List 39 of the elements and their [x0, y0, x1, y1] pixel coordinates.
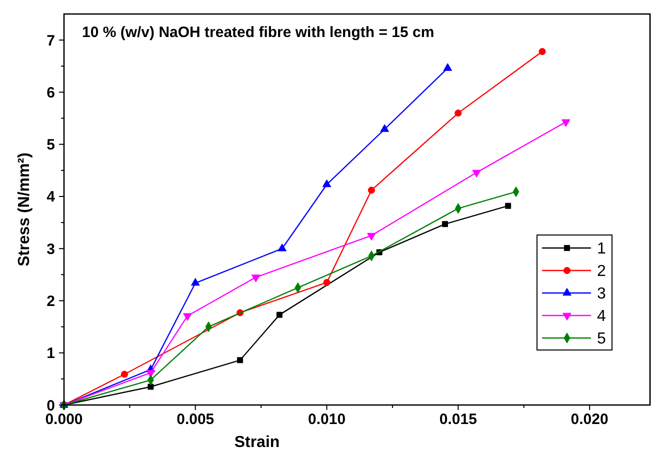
point — [442, 221, 448, 228]
legend-label: 5 — [597, 330, 606, 348]
point — [183, 313, 192, 321]
x-tick-label: 0.015 — [439, 411, 477, 428]
y-tick-label: 5 — [46, 136, 55, 154]
y-tick-label: 3 — [46, 240, 55, 258]
y-tick-label: 6 — [46, 84, 55, 102]
y-tick-label: 2 — [46, 292, 55, 310]
y-tick-label: 4 — [46, 188, 56, 206]
legend-label: 4 — [597, 308, 606, 326]
legend-label: 2 — [597, 263, 606, 280]
point — [190, 278, 200, 286]
point — [251, 274, 260, 282]
point — [505, 202, 512, 209]
point — [472, 170, 481, 178]
point — [148, 384, 154, 390]
legend-label: 1 — [597, 240, 606, 258]
point — [278, 244, 287, 252]
point — [276, 312, 282, 318]
y-tick-label: 7 — [46, 32, 55, 50]
point — [454, 110, 462, 117]
point — [120, 370, 128, 378]
legend-label: 3 — [597, 286, 606, 303]
point — [237, 357, 244, 364]
point — [562, 119, 570, 127]
point — [322, 179, 332, 188]
x-tick-label: 0.020 — [570, 411, 608, 428]
y-tick-label: 1 — [46, 345, 55, 362]
point — [538, 48, 546, 56]
point — [323, 278, 330, 286]
point — [443, 63, 452, 71]
point — [367, 232, 376, 241]
y-axis-title: Stress (N/mm²) — [16, 152, 33, 266]
point — [380, 124, 390, 132]
point — [368, 186, 375, 194]
x-tick-label: 0.010 — [308, 411, 346, 428]
text: 10 % (w/v) NaOH treated fibre with length = 15 cm — [82, 24, 434, 41]
x-axis-title: Strain — [234, 434, 280, 451]
x-tick-label: 0.005 — [176, 411, 214, 428]
